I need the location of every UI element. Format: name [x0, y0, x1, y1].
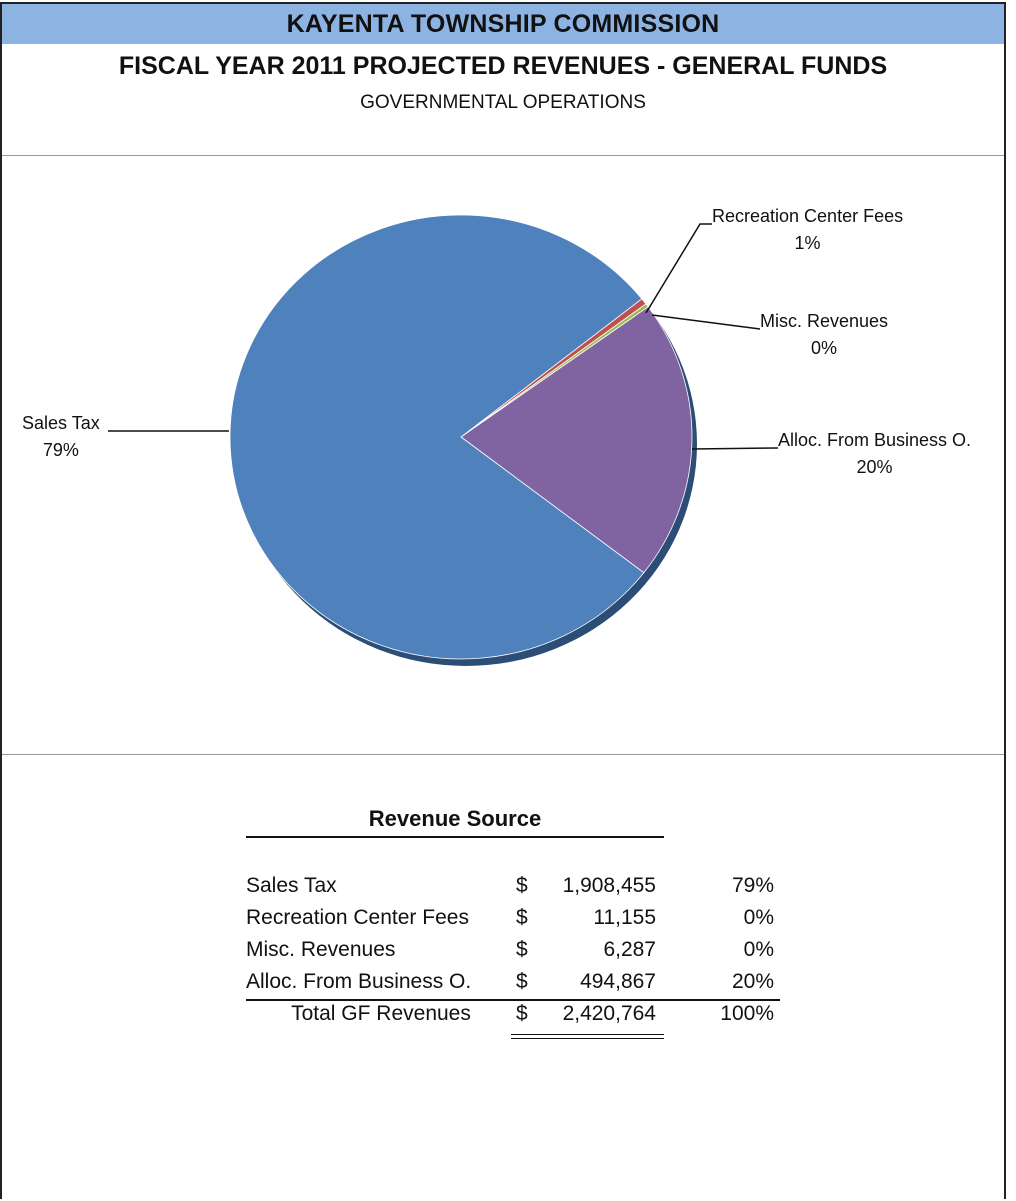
label-sales-tax-pct: 79% [42, 440, 79, 460]
total-pct: 100% [720, 1002, 774, 1025]
total-double-underline-top [511, 1034, 664, 1035]
table-heading-underline [246, 836, 664, 838]
row-name: Misc. Revenues [246, 938, 396, 961]
leader-line-recreation [645, 223, 712, 314]
row-amount: 494,867 [580, 970, 656, 993]
organization-banner: KAYENTA TOWNSHIP COMMISSION [2, 4, 1004, 44]
table-row: Alloc. From Business O. $ 494,867 20% [246, 966, 774, 998]
row-dollar: $ [516, 970, 528, 993]
leader-line-alloc [691, 447, 779, 450]
label-alloc-pct: 20% [856, 457, 893, 477]
slice-alloc-business [460, 306, 693, 574]
section-divider-bottom [2, 754, 1004, 755]
row-dollar: $ [516, 906, 528, 929]
label-misc-pct: 0% [811, 338, 838, 358]
total-name: Total GF Revenues [291, 1002, 471, 1025]
leader-line-misc [651, 314, 761, 330]
row-amount: 1,908,455 [562, 874, 656, 897]
table-heading: Revenue Source [368, 806, 542, 831]
page-title: FISCAL YEAR 2011 PROJECTED REVENUES - GE… [118, 52, 888, 80]
slice-sales-tax [229, 214, 645, 660]
row-pct: 0% [743, 938, 774, 961]
label-alloc-name: Alloc. From Business O. [778, 430, 972, 450]
table-row: Recreation Center Fees $ 11,155 0% [246, 902, 774, 934]
row-pct: 79% [731, 874, 774, 897]
row-amount: 11,155 [593, 906, 656, 929]
pie-chart [108, 214, 779, 666]
row-name: Alloc. From Business O. [246, 970, 472, 993]
table-row: Misc. Revenues $ 6,287 0% [246, 934, 774, 966]
row-name: Sales Tax [246, 874, 337, 897]
table-total-row: Total GF Revenues $ 2,420,764 100% [246, 998, 774, 1030]
label-sales-tax: Sales Tax 79% [22, 410, 100, 464]
section-divider-top [2, 155, 1004, 156]
label-misc-revenues: Misc. Revenues 0% [760, 308, 888, 362]
label-recreation-pct: 1% [794, 233, 821, 253]
row-dollar: $ [516, 938, 528, 961]
total-amount: 2,420,764 [562, 1002, 656, 1025]
row-pct: 20% [731, 970, 774, 993]
total-double-underline-bottom [511, 1038, 664, 1039]
label-recreation-name: Recreation Center Fees [712, 206, 904, 226]
label-recreation-center-fees: Recreation Center Fees 1% [712, 203, 903, 257]
total-dollar: $ [516, 1002, 528, 1025]
page-subtitle: GOVERNMENTAL OPERATIONS [360, 92, 646, 113]
subtotal-rule [246, 999, 780, 1001]
label-sales-tax-name: Sales Tax [22, 413, 100, 433]
row-pct: 0% [743, 906, 774, 929]
row-name: Recreation Center Fees [246, 906, 469, 929]
label-misc-name: Misc. Revenues [760, 311, 889, 331]
row-dollar: $ [516, 874, 528, 897]
table-row: Sales Tax $ 1,908,455 79% [246, 870, 774, 902]
label-alloc-business: Alloc. From Business O. 20% [778, 427, 971, 481]
row-amount: 6,287 [603, 938, 656, 961]
revenue-table: Sales Tax $ 1,908,455 79% Recreation Cen… [246, 870, 774, 1030]
